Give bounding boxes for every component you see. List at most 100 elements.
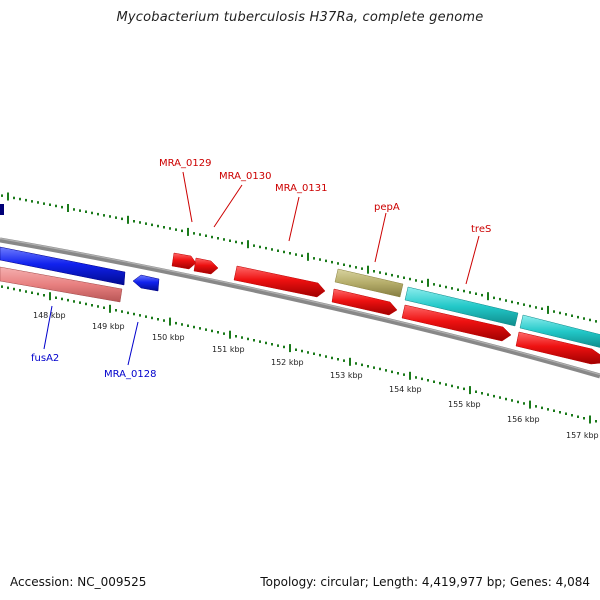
minor-tick: [283, 250, 285, 254]
major-tick: [547, 305, 549, 314]
minor-tick: [205, 328, 207, 331]
minor-tick: [187, 324, 189, 327]
minor-tick: [97, 212, 99, 216]
gene-label-mra-0131[interactable]: MRA_0131: [275, 183, 327, 194]
minor-tick: [331, 356, 333, 360]
gene-mra-0129-arrow[interactable]: [171, 252, 197, 270]
minor-tick: [271, 343, 273, 346]
minor-tick: [361, 363, 363, 367]
major-tick: [229, 330, 231, 339]
minor-tick: [223, 332, 225, 335]
major-tick: [589, 415, 591, 424]
minor-tick: [397, 372, 399, 375]
minor-tick: [163, 226, 165, 229]
minor-tick: [157, 318, 159, 321]
minor-tick: [259, 245, 261, 249]
minor-tick: [373, 270, 375, 273]
gene-red-arrow-lower-3[interactable]: [515, 331, 600, 365]
minor-tick: [277, 249, 279, 252]
gene-pink-bar[interactable]: [0, 266, 123, 303]
minor-tick: [7, 286, 9, 290]
major-tick: [409, 371, 411, 380]
kbp-label: 148 kbp: [33, 311, 66, 320]
minor-tick: [157, 224, 159, 228]
gene-mra-0131-arrow[interactable]: [233, 265, 326, 298]
minor-tick: [595, 420, 597, 423]
minor-tick: [25, 290, 27, 293]
minor-tick: [457, 386, 459, 389]
minor-tick: [355, 266, 357, 269]
minor-tick: [109, 215, 111, 218]
minor-tick: [379, 271, 381, 274]
gene-fusa2-bar[interactable]: [0, 246, 126, 286]
minor-tick: [427, 379, 429, 382]
gene-pepa-bar[interactable]: [334, 268, 404, 298]
minor-tick: [211, 329, 213, 333]
minor-tick: [433, 283, 435, 286]
gene-label-mra-0130[interactable]: MRA_0130: [219, 171, 271, 182]
gene-label-tres[interactable]: treS: [471, 224, 491, 235]
minor-tick: [97, 305, 99, 308]
minor-tick: [559, 411, 561, 414]
outer-tick-track: [1, 192, 597, 323]
minor-tick: [13, 287, 15, 291]
major-tick: [187, 227, 189, 236]
gene-label-mra-0128[interactable]: MRA_0128: [104, 369, 156, 380]
minor-tick: [577, 415, 579, 418]
major-tick: [529, 400, 531, 409]
major-tick: [49, 292, 51, 301]
minor-tick: [379, 367, 381, 371]
minor-tick: [499, 297, 501, 301]
gene-red-arrow-lower-2[interactable]: [401, 304, 512, 342]
gene-red-arrow-lower-1[interactable]: [331, 288, 398, 316]
gene-cyan-right-bar[interactable]: [519, 314, 600, 348]
minor-tick: [253, 244, 255, 247]
minor-tick: [289, 252, 291, 255]
major-tick: [169, 317, 171, 326]
kbp-label: 151 kbp: [212, 345, 245, 354]
major-tick: [247, 240, 249, 249]
gene-mra-0128-arrow[interactable]: [132, 274, 160, 292]
gene-label-mra-0129[interactable]: MRA_0129: [159, 158, 211, 169]
minor-tick: [523, 303, 525, 306]
minor-tick: [337, 262, 339, 265]
minor-tick: [367, 365, 369, 368]
minor-tick: [445, 285, 447, 289]
major-tick: [289, 344, 291, 353]
minor-tick: [103, 306, 105, 309]
minor-tick: [55, 204, 57, 208]
gene-tres-bar[interactable]: [404, 286, 519, 327]
minor-tick: [571, 314, 573, 317]
minor-tick: [223, 238, 225, 241]
minor-tick: [61, 205, 63, 209]
minor-tick: [499, 396, 501, 399]
minor-tick: [421, 377, 423, 381]
minor-tick: [139, 221, 141, 224]
minor-tick: [463, 387, 465, 391]
gene-mra-0130-arrow[interactable]: [193, 257, 219, 275]
minor-tick: [241, 241, 243, 245]
minor-tick: [169, 227, 171, 230]
minor-tick: [565, 313, 567, 316]
minor-tick: [253, 339, 255, 342]
minor-tick: [133, 220, 135, 223]
minor-tick: [439, 381, 441, 385]
minor-tick: [301, 254, 303, 257]
gene-label-pepa[interactable]: pepA: [374, 202, 400, 213]
minor-tick: [517, 302, 519, 305]
minor-tick: [433, 380, 435, 383]
minor-tick: [151, 223, 153, 227]
minor-tick: [85, 210, 87, 213]
minor-tick: [313, 257, 315, 260]
minor-tick: [577, 315, 579, 319]
minor-tick: [217, 331, 219, 334]
inner-tick-track: [1, 285, 597, 424]
minor-tick: [505, 397, 507, 401]
minor-tick: [43, 294, 45, 297]
minor-tick: [31, 291, 33, 294]
minor-tick: [49, 203, 51, 206]
minor-tick: [115, 216, 117, 219]
minor-tick: [343, 359, 345, 362]
minor-tick: [103, 214, 105, 217]
gene-label-fusa2[interactable]: fusA2: [31, 353, 59, 364]
